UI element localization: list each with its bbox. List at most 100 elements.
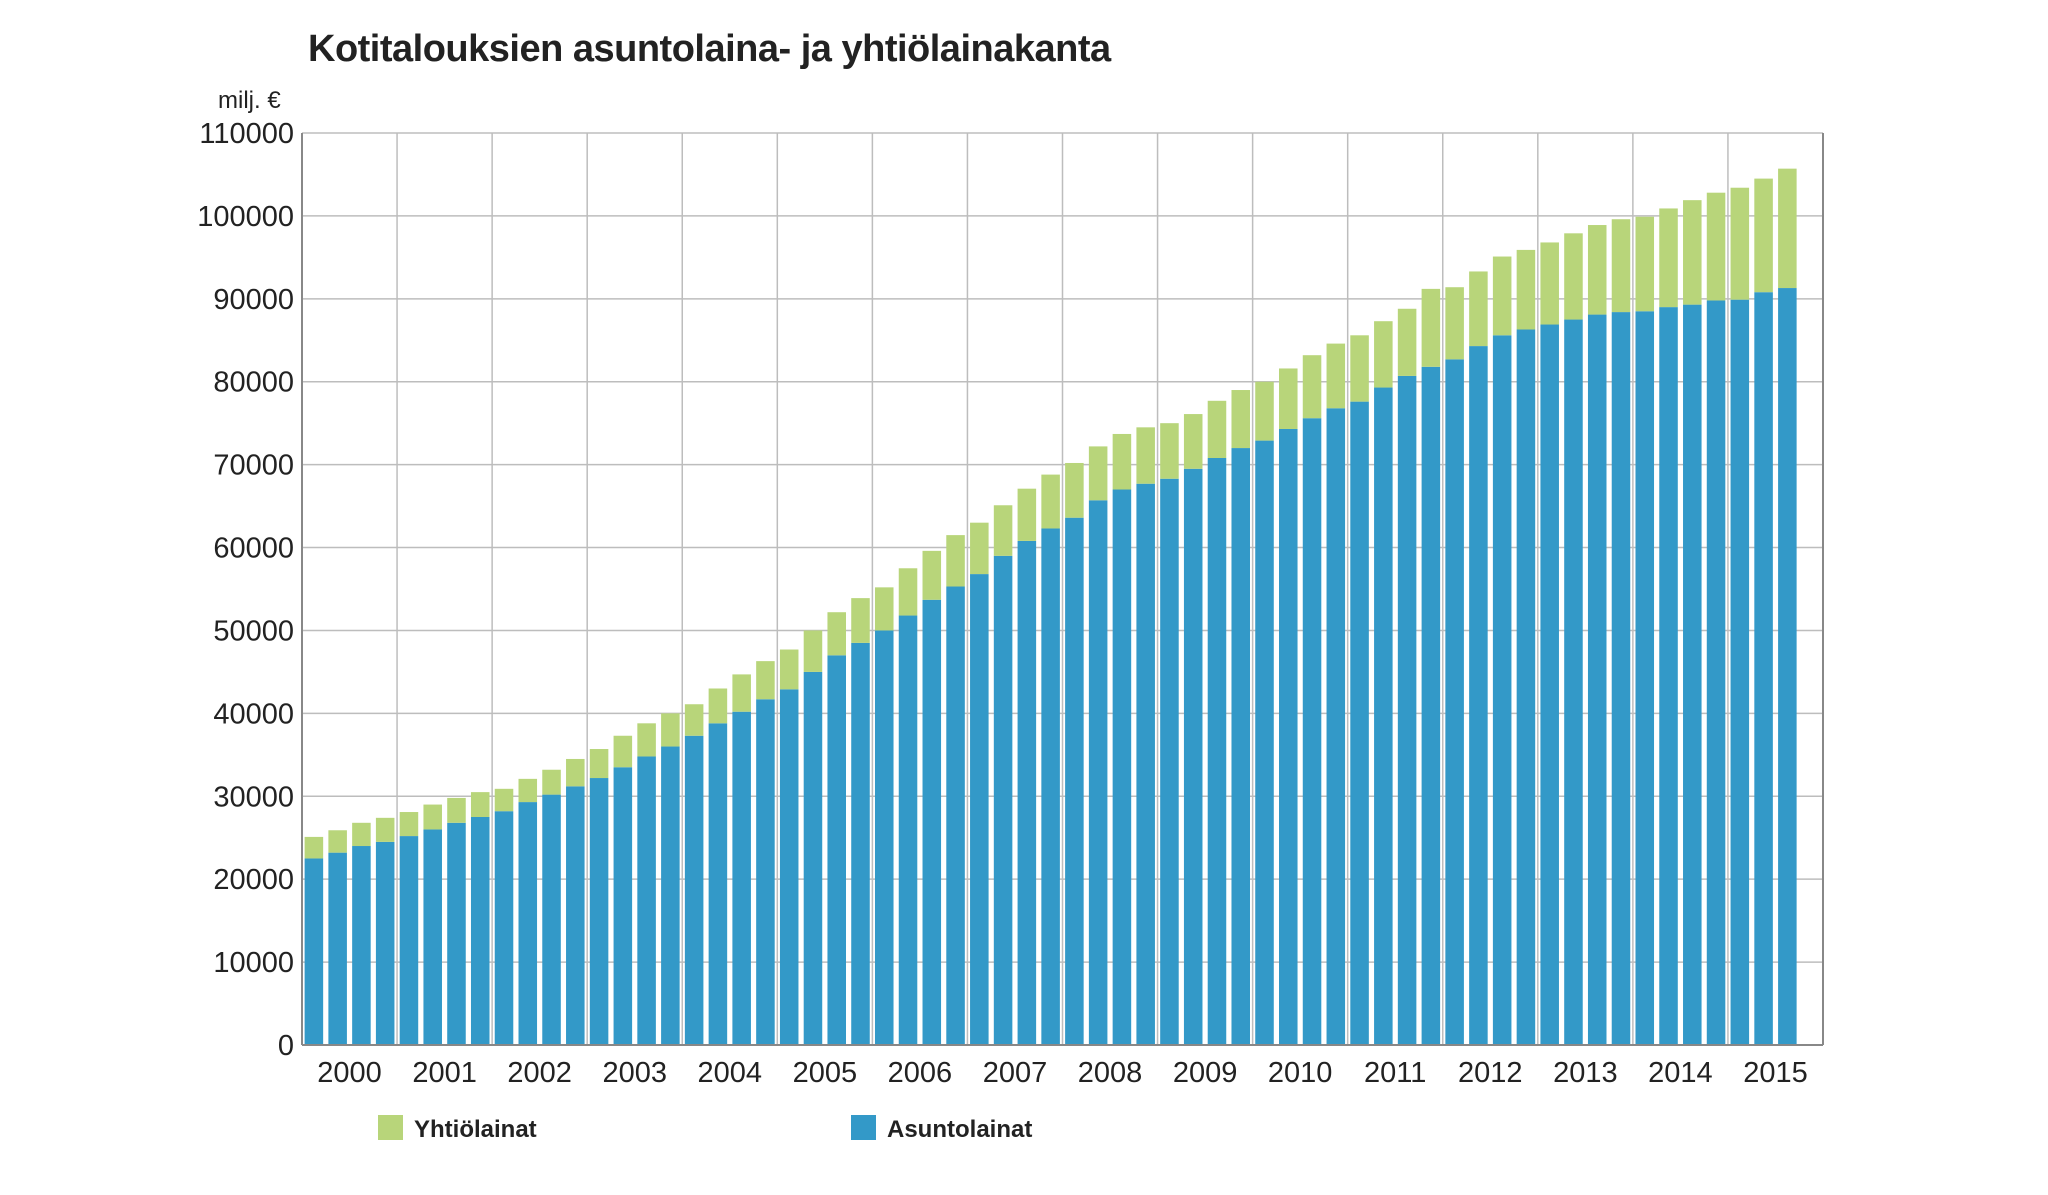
bar-asuntolainat [1041,528,1060,1045]
bar-yhtiolainat [399,812,419,837]
bar-yhtiolainat [1421,288,1441,367]
bar-yhtiolainat [874,587,894,631]
bar-yhtiolainat [1540,242,1559,325]
bar-yhtiolainat [375,817,395,842]
y-tick-label: 70000 [213,450,294,482]
bar-yhtiolainat [1374,321,1393,388]
y-tick-label: 80000 [213,367,294,399]
bar-yhtiolainat [1469,271,1488,347]
x-tick-label: 2004 [698,1057,763,1089]
bar-yhtiolainat [851,598,870,643]
bar-yhtiolainat [304,836,324,859]
bar-asuntolainat [1088,500,1108,1046]
x-tick-label: 2015 [1743,1057,1808,1089]
bar-yhtiolainat [328,830,347,853]
bar-yhtiolainat [494,788,514,812]
bar-asuntolainat [1469,346,1488,1045]
bar-yhtiolainat [542,769,561,795]
bar-yhtiolainat [803,630,823,672]
bar-asuntolainat [946,586,965,1045]
bar-asuntolainat [1659,307,1678,1045]
bar-asuntolainat [352,846,371,1045]
bar-asuntolainat [1540,324,1559,1045]
x-tick-label: 2014 [1648,1057,1713,1089]
bar-asuntolainat [328,852,347,1045]
bar-asuntolainat [922,599,942,1045]
bar-yhtiolainat [423,804,442,830]
bar-asuntolainat [637,756,656,1045]
bar-asuntolainat [970,574,989,1045]
y-axis-unit-label: milj. € [218,87,281,114]
bar-yhtiolainat [1041,474,1060,529]
bar-asuntolainat [1397,375,1417,1045]
bar-asuntolainat [1516,329,1536,1046]
bar-yhtiolainat [1112,433,1132,490]
bar-asuntolainat [1445,359,1464,1046]
bar-asuntolainat [1302,418,1322,1045]
bar-asuntolainat [399,836,419,1045]
axis-layer: 0 10000 20000 30000 40000 50000 60000 70000 8000… [197,118,1824,1089]
bar-yhtiolainat [589,749,609,779]
bar-asuntolainat [1492,335,1512,1045]
bar-asuntolainat [1112,489,1132,1045]
bar-asuntolainat [375,841,395,1045]
bar-asuntolainat [1136,483,1155,1045]
bar-asuntolainat [1635,311,1655,1046]
x-tick-label: 2001 [412,1057,477,1089]
bar-asuntolainat [447,822,466,1045]
bar-yhtiolainat [1207,400,1227,459]
bar-asuntolainat [1683,304,1702,1045]
x-tick-label: 2010 [1268,1057,1333,1089]
bar-yhtiolainat [779,649,799,690]
bar-asuntolainat [1564,319,1583,1046]
bar-yhtiolainat [708,688,728,724]
bar-asuntolainat [732,711,751,1045]
bar-asuntolainat [684,735,704,1045]
bar-yhtiolainat [922,550,942,600]
legend-label: Yhtiölainat [414,1116,537,1143]
bar-asuntolainat [1374,387,1393,1046]
bar-asuntolainat [1255,440,1274,1045]
bar-asuntolainat [898,615,918,1045]
bar-yhtiolainat [1635,216,1655,312]
bar-yhtiolainat [613,735,633,768]
bar-asuntolainat [542,794,561,1045]
bar-yhtiolainat [1730,187,1750,300]
bar-yhtiolainat [1231,390,1251,449]
y-tick-label: 100000 [197,201,294,233]
bar-yhtiolainat [1754,178,1773,293]
bar-asuntolainat [1326,408,1346,1045]
bar-yhtiolainat [1706,192,1726,301]
bar-yhtiolainat [1183,414,1203,469]
bar-asuntolainat [827,655,846,1045]
bar-asuntolainat [470,817,490,1045]
chart-title: Kotitalouksien asuntolaina- ja yhtiölain… [308,28,1111,70]
bar-yhtiolainat [1017,488,1037,541]
bar-yhtiolainat [1397,308,1417,376]
bar-asuntolainat [518,802,538,1045]
y-tick-label: 110000 [199,118,294,150]
bar-yhtiolainat [1279,368,1298,429]
bar-asuntolainat [566,786,585,1045]
legend-label: Asuntolainat [887,1116,1032,1143]
bar-yhtiolainat [827,612,846,656]
bar-asuntolainat [1778,288,1797,1045]
bar-yhtiolainat [1255,381,1274,441]
bar-asuntolainat [1350,401,1369,1045]
x-tick-label: 2012 [1458,1057,1523,1089]
y-tick-label: 30000 [213,781,294,813]
bar-asuntolainat [1754,292,1773,1046]
bar-asuntolainat [1706,300,1726,1046]
legend-swatch [378,1115,403,1140]
bar-asuntolainat [423,829,442,1045]
bar-yhtiolainat [970,522,989,575]
bar-asuntolainat [756,699,775,1045]
x-tick-label: 2013 [1553,1057,1618,1089]
x-tick-label: 2003 [602,1057,667,1089]
bar-yhtiolainat [898,568,918,616]
legend-item-asuntolainat: Asuntolainat [851,1115,1032,1143]
bar-yhtiolainat [447,797,466,823]
bar-asuntolainat [1160,478,1179,1045]
bar-yhtiolainat [1326,343,1346,409]
